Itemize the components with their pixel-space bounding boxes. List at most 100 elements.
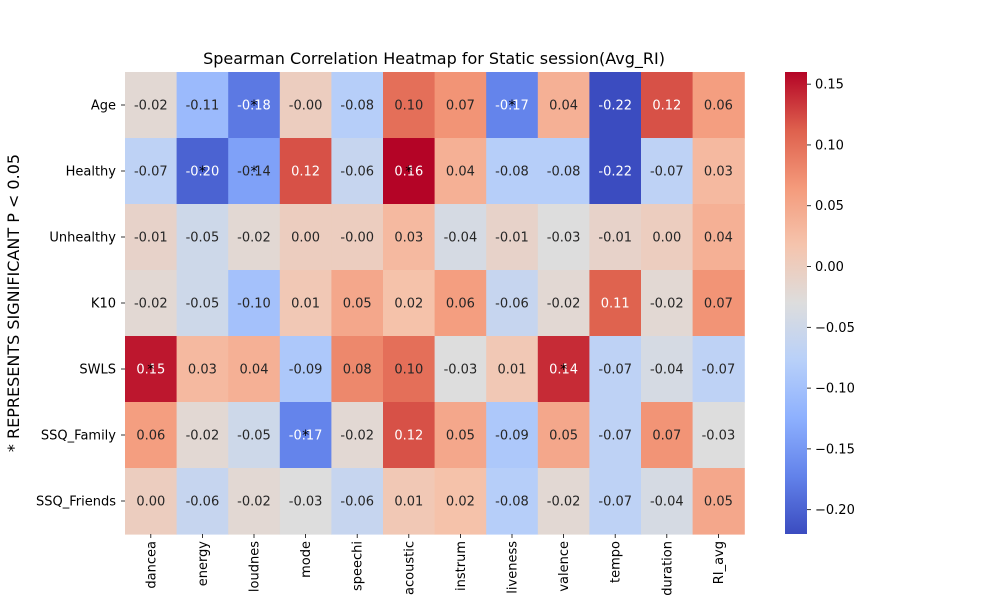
colorbar-tick-label: 0.00 (815, 260, 844, 275)
heatmap-cell (692, 336, 745, 403)
cell-value-label: 0.10 (394, 363, 423, 378)
cell-value-label: 0.04 (240, 363, 269, 378)
cell-value-label: -0.02 (340, 429, 374, 444)
colorbar: −0.20 −0.15 −0.10 −0.05 0.00 0.05 0.10 0.15 (785, 72, 855, 534)
cell-value-label: 0.02 (446, 495, 475, 510)
cell-value-label: 0.16 (394, 165, 423, 180)
heatmap-cell (176, 270, 229, 337)
y-tick-label: SSQ_Family (41, 429, 116, 444)
heatmap-cell (641, 270, 694, 337)
heatmap-cell (228, 204, 281, 271)
x-tick-label: energy (196, 541, 211, 587)
heatmap-cell (641, 336, 694, 403)
heatmap-cell (434, 138, 487, 205)
heatmap-cell (589, 138, 642, 205)
cell-value-label: -0.04 (650, 363, 684, 378)
cell-value-label: 0.12 (652, 99, 681, 114)
heatmap-cell (641, 468, 694, 535)
heatmap-cell (228, 138, 281, 205)
y-axis-ticks: Age Healthy Unhealthy K10 SWLS SSQ_Family SSQ_… (36, 99, 125, 510)
cell-value-label: 0.07 (652, 429, 681, 444)
heatmap-cell (279, 204, 332, 271)
heatmap-cell (641, 72, 694, 139)
heatmap-cell (434, 72, 487, 139)
cell-value-label: -0.17 (495, 99, 529, 114)
cell-value-label: 0.03 (394, 231, 423, 246)
cell-value-label: -0.04 (444, 231, 478, 246)
heatmap-cell (383, 270, 436, 337)
cell-value-label: -0.18 (237, 99, 271, 114)
heatmap-cell (383, 72, 436, 139)
heatmap-cell (537, 72, 590, 139)
cell-value-label: -0.08 (340, 99, 374, 114)
heatmap-cell (589, 72, 642, 139)
cell-value-label: 0.00 (652, 231, 681, 246)
heatmap-cell (279, 402, 332, 469)
heatmap-cell (589, 336, 642, 403)
significance-marker: * (405, 164, 412, 180)
heatmap-cell (434, 402, 487, 469)
heatmap-cell (176, 336, 229, 403)
heatmap-cell (383, 204, 436, 271)
cell-value-label: -0.09 (289, 363, 323, 378)
cell-value-label: 0.07 (446, 99, 475, 114)
heatmap-cell (176, 204, 229, 271)
heatmap-cell (331, 270, 384, 337)
heatmap-cell (434, 468, 487, 535)
cell-value-label: 0.00 (136, 495, 165, 510)
cell-value-label: 0.05 (549, 429, 578, 444)
cell-value-label: -0.05 (237, 429, 271, 444)
heatmap-cell (125, 270, 178, 337)
heatmap-cell (176, 402, 229, 469)
heatmap-cell (486, 72, 539, 139)
y-axis-label: * REPRESENTS SIGNIFICANT P < 0.05 (4, 154, 23, 452)
significance-marker: * (509, 98, 516, 114)
heatmap-cell (589, 402, 642, 469)
heatmap-cell (383, 468, 436, 535)
cell-value-label: -0.02 (186, 429, 220, 444)
cell-value-label: 0.12 (394, 429, 423, 444)
heatmap-cell (486, 270, 539, 337)
heatmap-cell (279, 270, 332, 337)
heatmap-cell (537, 402, 590, 469)
heatmap-cell (125, 402, 178, 469)
cell-value-label: -0.22 (598, 165, 632, 180)
heatmap-cell (331, 468, 384, 535)
heatmap-cell (125, 204, 178, 271)
heatmap-cell (537, 270, 590, 337)
heatmap-cell (537, 336, 590, 403)
cell-value-label: -0.01 (598, 231, 632, 246)
significance-marker: * (251, 164, 258, 180)
x-tick-label: valence (557, 541, 572, 592)
heatmap-cell (589, 204, 642, 271)
x-tick-label: dancea (144, 541, 159, 589)
cell-value-label: -0.07 (598, 495, 632, 510)
heatmap-cell (279, 468, 332, 535)
heatmap-cell (486, 402, 539, 469)
cell-value-label: 0.06 (704, 99, 733, 114)
heatmap-cell (125, 336, 178, 403)
cell-value-label: 0.12 (291, 165, 320, 180)
heatmap-cell (228, 270, 281, 337)
significance-marker: * (251, 98, 258, 114)
colorbar-tick-label: 0.10 (815, 138, 844, 153)
heatmap-cell (228, 468, 281, 535)
x-tick-label: speechi (351, 541, 366, 591)
chart-title: Spearman Correlation Heatmap for Static … (203, 49, 665, 69)
x-axis-ticks: dancea energy loudnes mode speechi acoustic in… (144, 534, 727, 596)
cell-value-label: -0.14 (237, 165, 271, 180)
cell-value-label: 0.08 (343, 363, 372, 378)
cell-value-label: -0.08 (495, 495, 529, 510)
cell-value-label: 0.01 (498, 363, 527, 378)
heatmap-cell (486, 204, 539, 271)
cell-value-label: 0.00 (291, 231, 320, 246)
y-tick-label: Age (91, 99, 116, 114)
cell-value-label: -0.10 (237, 297, 271, 312)
cell-value-label: -0.02 (134, 99, 168, 114)
x-tick-label: tempo (609, 541, 624, 583)
heatmap-cell (176, 468, 229, 535)
significance-marker: * (147, 362, 154, 378)
cell-value-label: 0.06 (446, 297, 475, 312)
heatmap-cell (125, 468, 178, 535)
